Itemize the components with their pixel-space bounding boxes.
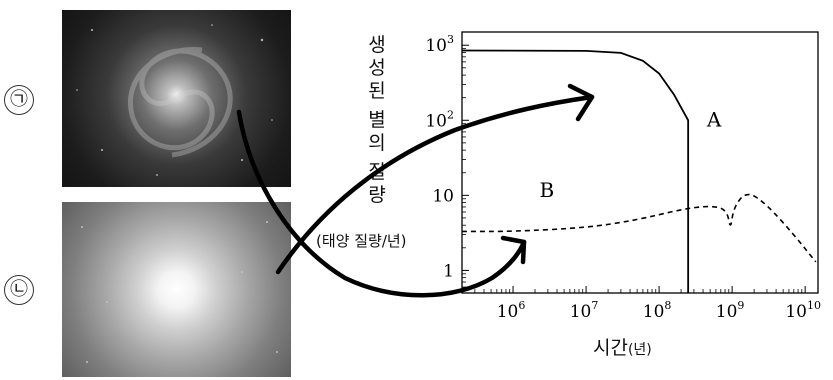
y-title-char: 성 — [368, 57, 386, 79]
x-title-unit: (년) — [627, 342, 652, 358]
arrow-b-to-sfr — [236, 109, 527, 298]
y-tick-label: 102 — [425, 108, 454, 131]
y-title-char: 생 — [368, 34, 386, 56]
arrowhead-b — [500, 235, 527, 265]
spiral-arms — [76, 24, 273, 176]
y-title-char: 별 — [368, 109, 386, 131]
y-title-char: 량 — [368, 184, 386, 206]
series-a-label: A — [706, 107, 722, 131]
y-tick-label: 103 — [425, 33, 454, 56]
elliptical-galaxy-image — [62, 202, 291, 377]
x-title-text: 시간 — [593, 337, 628, 359]
plot-frame — [461, 31, 819, 294]
y-axis-unit: (태양 질량/년) — [316, 232, 407, 250]
y-tick-label: 1 — [443, 261, 454, 281]
series-a-line — [461, 49, 690, 293]
x-tick-label: 106 — [497, 299, 526, 322]
stars — [81, 221, 278, 363]
x-axis-title: 시간(년) — [593, 333, 652, 360]
label-b: ㉡ — [4, 275, 34, 305]
y-title-char: 된 — [368, 80, 386, 102]
series-b-label: B — [539, 178, 554, 202]
label-a: ㉠ — [4, 85, 34, 115]
x-tick-label: 109 — [716, 299, 745, 322]
x-tick-label: 107 — [570, 299, 599, 322]
y-title-char: 의 — [368, 132, 386, 154]
y-tick-label: 10 — [432, 186, 454, 206]
arrow-a-to-sfr — [275, 94, 595, 275]
series-b-line — [462, 193, 817, 263]
arrowhead-a — [567, 83, 595, 122]
x-tick-label: 108 — [643, 299, 672, 322]
